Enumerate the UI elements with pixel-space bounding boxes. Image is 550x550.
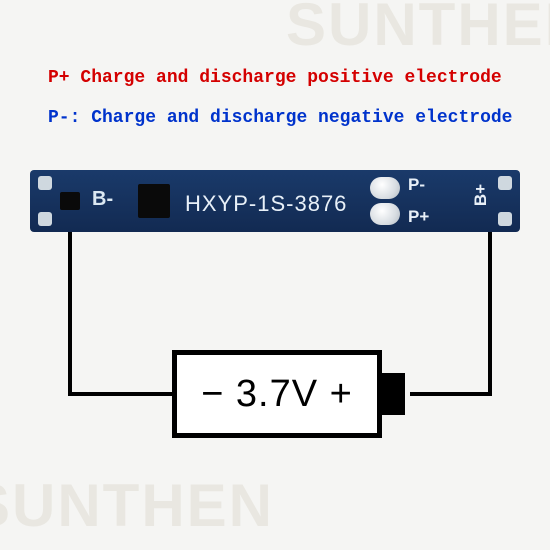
pcb-model-number: HXYP-1S-3876	[185, 191, 347, 217]
pcb-label-b-minus: B-	[92, 188, 113, 211]
pcb-pad-bottom-left	[38, 212, 52, 226]
battery-symbol: − 3.7V +	[172, 350, 382, 438]
watermark-bottom: SUNTHEN	[0, 471, 274, 540]
pcb-label-p-plus: P+	[408, 207, 429, 227]
pcb-component-1	[60, 192, 80, 210]
pcb-pad-top-left	[38, 176, 52, 190]
pcb-pad-p-plus	[370, 203, 400, 225]
pcb-label-p-minus: P-	[408, 175, 425, 195]
pcb-component-2	[138, 184, 170, 218]
pcb-pad-bottom-right	[498, 212, 512, 226]
pcb-pad-p-minus	[370, 177, 400, 199]
legend-p-minus: P-: Charge and discharge negative electr…	[48, 108, 512, 128]
pcb-board: B- HXYP-1S-3876 P- P+ B+	[30, 170, 520, 232]
legend-p-plus: P+ Charge and discharge positive electro…	[48, 68, 502, 88]
pcb-pad-top-right	[498, 176, 512, 190]
pcb-label-b-plus: B+	[471, 184, 491, 206]
battery-positive-tip	[377, 373, 405, 415]
watermark-top: SUNTHEN	[286, 0, 550, 59]
battery-voltage-label: − 3.7V +	[201, 373, 353, 416]
